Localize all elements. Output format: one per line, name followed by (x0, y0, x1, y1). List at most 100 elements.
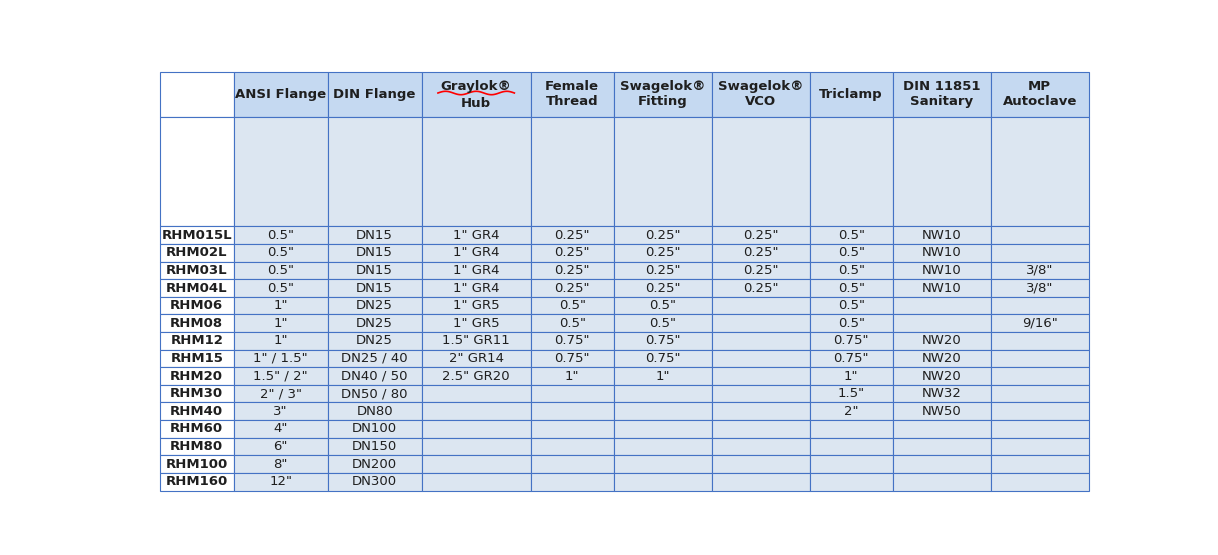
Text: 0.25": 0.25" (743, 264, 778, 277)
Text: RHM80: RHM80 (171, 440, 223, 453)
Bar (328, 420, 421, 438)
Bar (160, 261, 234, 279)
Bar (160, 402, 234, 420)
Text: NW20: NW20 (922, 334, 961, 347)
Bar (421, 297, 531, 315)
Text: 0.25": 0.25" (743, 229, 778, 241)
Bar (614, 244, 711, 261)
Bar (160, 473, 234, 491)
Bar (531, 279, 614, 297)
Bar (160, 244, 234, 261)
Bar (531, 455, 614, 473)
Text: 1" GR4: 1" GR4 (453, 264, 499, 277)
Bar (328, 297, 421, 315)
Bar (990, 438, 1089, 455)
Text: 2.5" GR20: 2.5" GR20 (442, 370, 510, 382)
Bar (421, 279, 531, 297)
Bar (711, 438, 810, 455)
Bar (990, 261, 1089, 279)
Bar (614, 473, 711, 491)
Bar (810, 402, 893, 420)
Text: 0.25": 0.25" (743, 281, 778, 295)
Bar (421, 473, 531, 491)
Bar (711, 332, 810, 350)
Text: 0.75": 0.75" (644, 334, 681, 347)
Bar (160, 332, 234, 350)
Text: 1": 1" (655, 370, 670, 382)
Text: DN150: DN150 (352, 440, 397, 453)
Text: 0.75": 0.75" (554, 352, 590, 365)
Bar (990, 226, 1089, 244)
Text: NW50: NW50 (922, 405, 961, 418)
Bar (614, 117, 711, 226)
Bar (234, 315, 328, 332)
Text: 3/8": 3/8" (1026, 281, 1054, 295)
Text: 0.75": 0.75" (644, 352, 681, 365)
Text: RHM20: RHM20 (171, 370, 223, 382)
Text: 0.5": 0.5" (649, 299, 676, 312)
Bar (421, 315, 531, 332)
Bar (234, 297, 328, 315)
Bar (810, 367, 893, 385)
Text: 1" GR4: 1" GR4 (453, 246, 499, 259)
Bar (421, 367, 531, 385)
Bar (711, 226, 810, 244)
Text: 2" GR14: 2" GR14 (448, 352, 504, 365)
Bar (893, 72, 990, 117)
Bar (328, 261, 421, 279)
Text: 0.25": 0.25" (554, 246, 590, 259)
Text: 0.25": 0.25" (743, 246, 778, 259)
Text: RHM08: RHM08 (171, 317, 223, 330)
Bar (614, 385, 711, 402)
Bar (893, 117, 990, 226)
Bar (893, 455, 990, 473)
Text: 0.5": 0.5" (838, 299, 865, 312)
Bar (810, 244, 893, 261)
Text: RHM60: RHM60 (171, 422, 223, 435)
Bar (614, 367, 711, 385)
Text: DN80: DN80 (357, 405, 393, 418)
Text: 0.25": 0.25" (644, 264, 681, 277)
Bar (990, 244, 1089, 261)
Text: 0.25": 0.25" (554, 281, 590, 295)
Bar (421, 455, 531, 473)
Bar (893, 297, 990, 315)
Text: RHM30: RHM30 (171, 387, 223, 400)
Bar (810, 385, 893, 402)
Text: 1": 1" (273, 299, 287, 312)
Bar (711, 297, 810, 315)
Bar (160, 279, 234, 297)
Bar (614, 297, 711, 315)
Bar (990, 297, 1089, 315)
Text: 4": 4" (273, 422, 287, 435)
Bar (328, 402, 421, 420)
Bar (990, 402, 1089, 420)
Text: 1" GR5: 1" GR5 (453, 317, 499, 330)
Text: DN25: DN25 (356, 299, 393, 312)
Text: DN25: DN25 (356, 334, 393, 347)
Bar (893, 315, 990, 332)
Bar (614, 332, 711, 350)
Text: 8": 8" (273, 458, 287, 471)
Text: 3": 3" (273, 405, 287, 418)
Bar (234, 244, 328, 261)
Text: 2" / 3": 2" / 3" (259, 387, 302, 400)
Bar (893, 226, 990, 244)
Text: DN50 / 80: DN50 / 80 (341, 387, 408, 400)
Text: 1": 1" (844, 370, 859, 382)
Bar (614, 420, 711, 438)
Bar (531, 438, 614, 455)
Bar (711, 367, 810, 385)
Text: 0.5": 0.5" (838, 246, 865, 259)
Bar (328, 367, 421, 385)
Text: RHM04L: RHM04L (166, 281, 228, 295)
Text: Swagelok®
VCO: Swagelok® VCO (717, 80, 804, 108)
Bar (234, 455, 328, 473)
Bar (893, 244, 990, 261)
Bar (711, 420, 810, 438)
Bar (328, 244, 421, 261)
Bar (531, 385, 614, 402)
Bar (531, 367, 614, 385)
Bar (421, 261, 531, 279)
Bar (328, 226, 421, 244)
